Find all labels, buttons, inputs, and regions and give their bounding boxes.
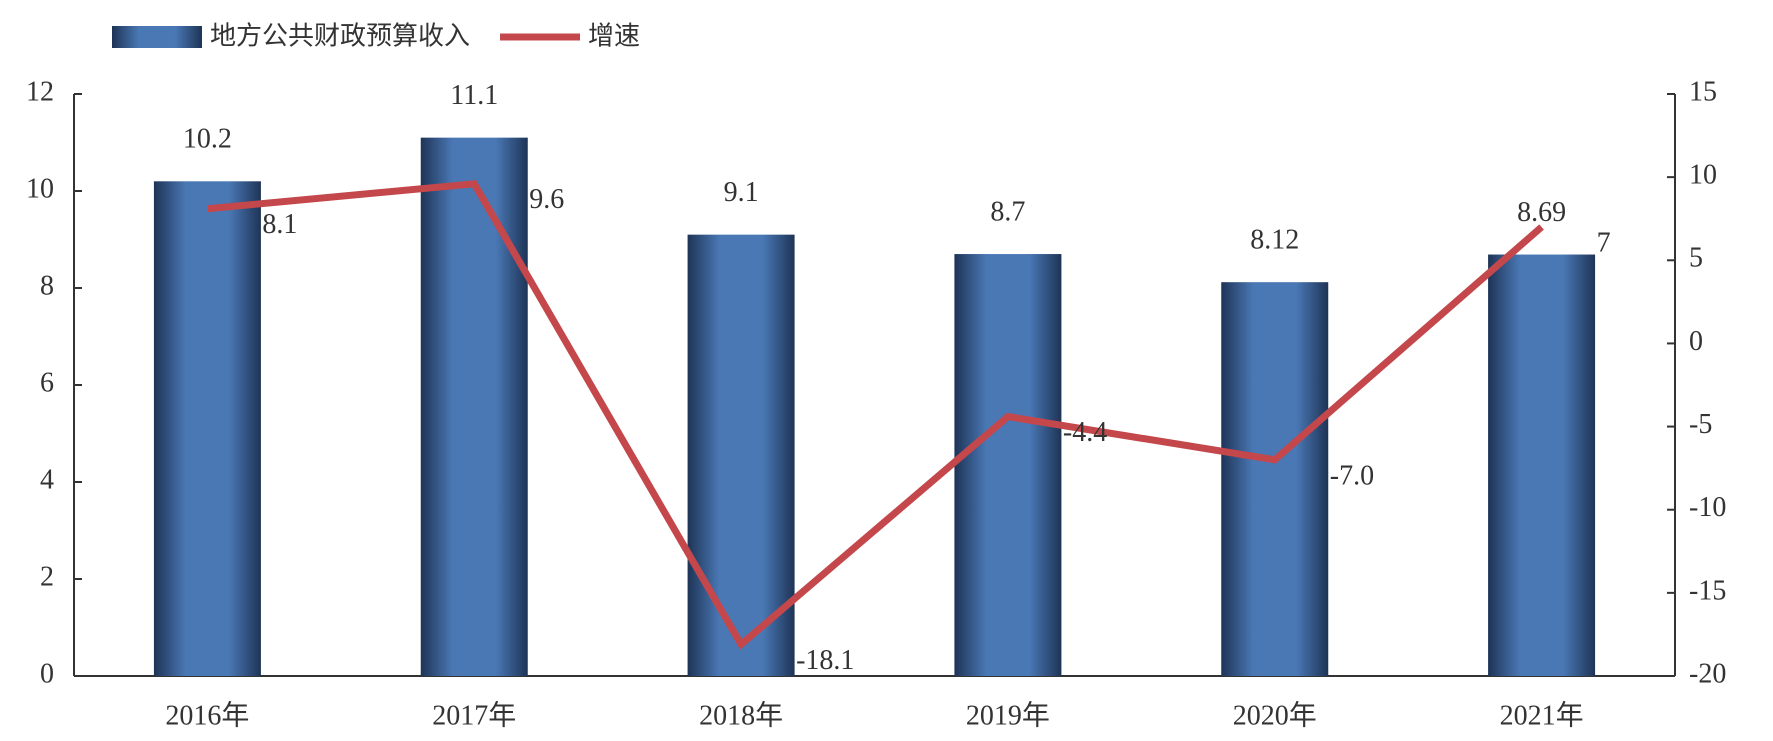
bar [1221,282,1329,676]
bar-value-label: 10.2 [183,124,232,155]
x-tick-label: 2018年 [699,699,783,731]
legend-swatch [112,26,202,48]
y2-tick-label: 10 [1689,160,1717,191]
bar [1488,254,1596,676]
bar [954,254,1062,677]
line-value-label: 7 [1597,227,1611,258]
line-value-label: -4.4 [1063,417,1107,448]
line-value-label: -7.0 [1330,460,1374,491]
legend: 地方公共财政预算收入 增速 [112,22,640,52]
y-tick-label: 10 [26,173,54,204]
y2-tick-label: 5 [1689,243,1703,274]
line-value-label: -18.1 [796,645,854,676]
bar-value-label: 11.1 [450,80,498,111]
y2-tick-label: 0 [1689,326,1703,357]
y2-tick-label: -5 [1689,409,1712,440]
y-tick-label: 2 [40,561,54,592]
y-tick-label: 8 [40,270,54,301]
x-tick-label: 2021年 [1500,699,1584,731]
y2-tick-label: 15 [1689,76,1717,107]
y2-tick-label: -15 [1689,575,1726,606]
legend-label: 增速 [588,22,640,52]
line-value-label: 8.1 [262,209,297,240]
bar-value-label: 8.69 [1517,197,1566,228]
legend-label: 地方公共财政预算收入 [210,22,470,52]
bar [420,137,528,676]
y-tick-label: 4 [40,464,54,495]
x-tick-label: 2016年 [165,699,249,731]
bar [687,234,795,676]
bar-value-label: 8.7 [990,196,1025,227]
bar [153,181,261,677]
y-tick-label: 6 [40,367,54,398]
y2-tick-label: -20 [1689,658,1726,689]
y2-tick-label: -10 [1689,492,1726,523]
x-tick-label: 2019年 [966,699,1050,731]
x-tick-label: 2020年 [1233,699,1317,731]
bar-value-label: 8.12 [1250,225,1299,256]
line-value-label: 9.6 [529,184,564,215]
x-tick-label: 2017年 [432,699,516,731]
bar-value-label: 9.1 [724,177,759,208]
y-tick-label: 12 [26,76,54,107]
line [207,180,1544,650]
y-tick-label: 0 [40,658,54,689]
